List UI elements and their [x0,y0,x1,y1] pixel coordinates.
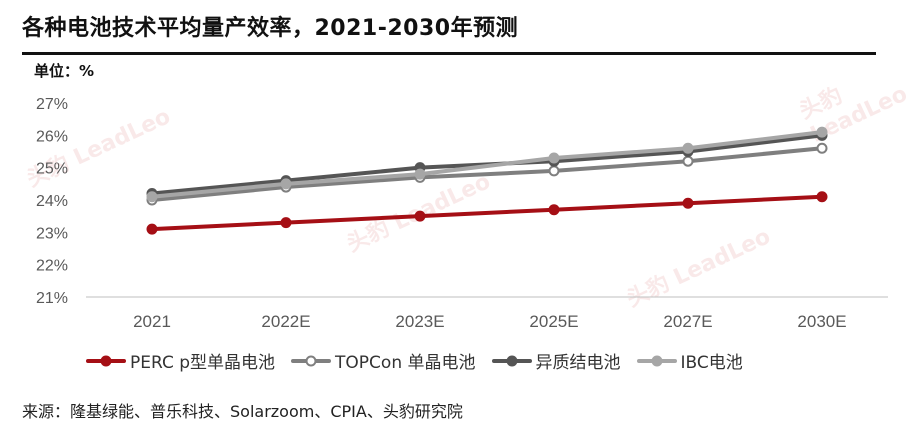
series-line-3 [150,130,824,199]
legend-swatch [86,355,126,366]
x-tick-label: 2021 [133,312,171,331]
data-point [414,210,426,222]
legend-item: TOPCon 单晶电池 [291,348,476,373]
data-point [682,142,694,154]
data-point [548,204,560,216]
legend-swatch [291,355,332,366]
x-tick-label: 2025E [529,312,578,331]
data-point [816,126,828,138]
y-tick-label: 26% [36,128,68,145]
data-point [816,191,828,203]
y-tick-label: 27% [36,96,68,113]
data-point [682,197,694,209]
legend-item: IBC电池 [636,348,743,373]
y-tick-label: 22% [36,258,68,275]
data-point [548,165,560,177]
legend-swatch [491,355,532,366]
y-tick-label: 24% [36,193,68,210]
axis-layer: 21% 22% 23% 24% 25% 26% 27% 2021 2022E 2023E 2025E… [36,96,888,331]
legend-item: 异质结电池 [491,348,621,373]
x-tick-label: 2027E [663,312,712,331]
x-tick-label: 2030E [797,312,846,331]
data-point [280,178,292,190]
data-point [146,191,158,203]
y-tick-label: 21% [36,290,68,307]
page-title: 各种电池技术平均量产效率，2021-2030年预测 [22,16,519,41]
x-tick-label: 2023E [395,312,444,331]
legend-label: IBC电池 [680,353,743,373]
series-line-1 [150,146,824,202]
y-tick-label: 25% [36,161,68,178]
series-line-0 [150,194,824,232]
title-divider [22,52,876,55]
unit-label: 单位：% [34,62,95,80]
legend-label: 异质结电池 [535,353,621,373]
data-point [682,155,694,167]
legend-item: PERC p型单晶电池 [86,348,275,373]
chart-legend: PERC p型单晶电池 TOPCon 单晶电池 异质结电池 IBC电池 [86,348,759,373]
legend-swatch [636,355,677,366]
source-note: 来源：隆基绿能、普乐科技、Solarzoom、CPIA、头豹研究院 [22,402,463,421]
y-tick-label: 23% [36,225,68,242]
data-point [146,223,158,235]
x-tick-label: 2022E [261,312,310,331]
data-point [816,142,828,154]
data-point [280,217,292,229]
data-point [548,152,560,164]
series-layer [146,126,828,235]
legend-label: PERC p型单晶电池 [130,353,276,373]
data-point [414,168,426,180]
legend-label: TOPCon 单晶电池 [335,353,476,373]
